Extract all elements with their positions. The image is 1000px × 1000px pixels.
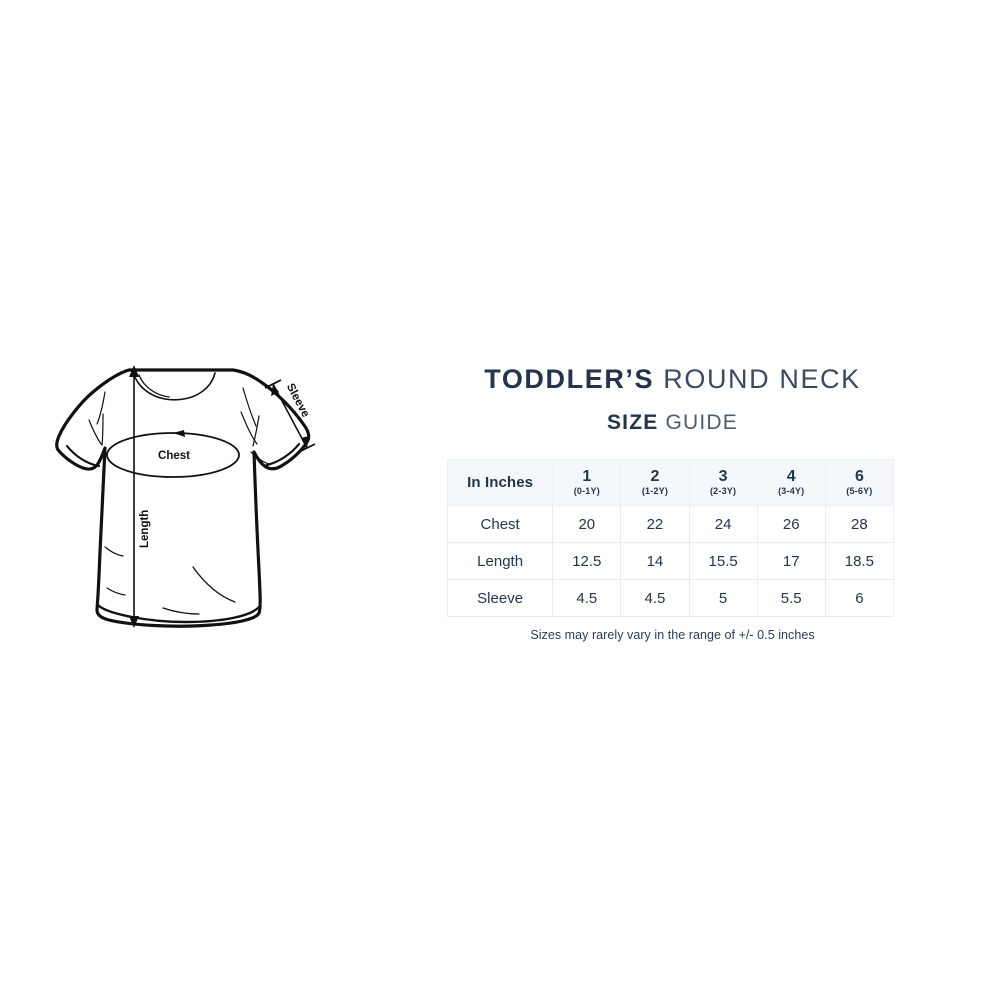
size-number: 3 bbox=[718, 468, 728, 485]
size-number: 2 bbox=[650, 468, 660, 485]
size-age: (1-2Y) bbox=[641, 486, 669, 496]
cell-length-3: 15.5 bbox=[688, 542, 758, 580]
chest-measure: Chest bbox=[106, 430, 240, 478]
cell-length-1: 12.5 bbox=[552, 542, 622, 580]
fold-right-4 bbox=[250, 451, 270, 465]
page-subtitle: SIZE GUIDE bbox=[440, 409, 905, 437]
cell-length-2: 14 bbox=[620, 542, 690, 580]
fold-body-3 bbox=[192, 566, 236, 603]
size-chart-body: Chest 20 22 24 26 28 Length 12.5 14 15.5… bbox=[446, 505, 895, 617]
sleeve-arrowhead-top bbox=[271, 384, 279, 396]
collar-inner-2 bbox=[138, 374, 170, 398]
cell-sleeve-2: 4.5 bbox=[620, 579, 690, 617]
cell-length-6: 18.5 bbox=[824, 542, 895, 580]
size-number: 1 bbox=[582, 468, 592, 485]
right-sleeve-hem bbox=[265, 442, 301, 467]
fold-right-2 bbox=[252, 415, 260, 447]
sleeve-arrowhead-bottom bbox=[301, 436, 309, 448]
shirt-outline bbox=[55, 368, 311, 628]
size-age: (0-1Y) bbox=[573, 486, 600, 496]
size-header-cell-1: 1 (0-1Y) bbox=[552, 459, 622, 506]
sleeve-line bbox=[272, 383, 308, 449]
size-number: 6 bbox=[854, 468, 864, 485]
left-sleeve-hem bbox=[65, 444, 101, 468]
fold-left-1 bbox=[96, 391, 106, 425]
cell-chest-3: 24 bbox=[688, 505, 758, 543]
t-shirt-measurement-diagram: Chest Length Sleeve bbox=[45, 352, 335, 642]
table-header-row: In Inches 1 (0-1Y) 2 (1-2Y) 3 (2-3Y) 4 (… bbox=[446, 459, 895, 506]
table-row: Sleeve 4.5 4.5 5 5.5 6 bbox=[446, 579, 895, 617]
size-header-cell-4: 4 (3-4Y) bbox=[756, 459, 826, 506]
cell-sleeve-6: 6 bbox=[824, 579, 895, 617]
cell-sleeve-4: 5.5 bbox=[756, 579, 826, 617]
fold-right-1 bbox=[242, 387, 257, 427]
fold-body-1 bbox=[104, 546, 124, 557]
fold-left-3 bbox=[101, 413, 104, 446]
size-header-cell-6: 6 (5-6Y) bbox=[824, 459, 895, 506]
fold-right-3 bbox=[240, 411, 258, 445]
fold-body-2 bbox=[106, 587, 126, 596]
size-age: (5-6Y) bbox=[846, 486, 873, 496]
size-age: (2-3Y) bbox=[709, 486, 737, 496]
fold-body-4 bbox=[162, 607, 200, 615]
row-label-sleeve: Sleeve bbox=[446, 579, 554, 617]
size-header-cell-3: 3 (2-3Y) bbox=[688, 459, 758, 506]
length-label: Length bbox=[139, 510, 151, 548]
cell-chest-6: 28 bbox=[824, 505, 895, 543]
page-title: TODDLER’S ROUND NECK bbox=[440, 362, 905, 396]
unit-header-cell: In Inches bbox=[446, 459, 554, 506]
size-chart-table: In Inches 1 (0-1Y) 2 (1-2Y) 3 (2-3Y) 4 (… bbox=[446, 459, 895, 617]
row-label-length: Length bbox=[446, 542, 554, 580]
size-age: (3-4Y) bbox=[778, 486, 805, 496]
row-label-chest: Chest bbox=[446, 505, 554, 543]
length-arrowhead-top bbox=[129, 365, 139, 377]
cell-length-4: 17 bbox=[756, 542, 826, 580]
table-row: Chest 20 22 24 26 28 bbox=[446, 505, 895, 543]
sleeve-measure: Sleeve bbox=[264, 379, 316, 453]
bottom-hem bbox=[95, 602, 261, 624]
length-measure: Length bbox=[129, 365, 154, 628]
length-arrowhead-bottom bbox=[129, 616, 139, 628]
chest-label: Chest bbox=[158, 450, 190, 462]
page-subtitle-light: GUIDE bbox=[665, 411, 739, 434]
chest-arrowhead bbox=[173, 430, 185, 437]
cell-sleeve-1: 4.5 bbox=[552, 579, 622, 617]
size-chart-header: In Inches 1 (0-1Y) 2 (1-2Y) 3 (2-3Y) 4 (… bbox=[446, 459, 895, 506]
size-variance-note: Sizes may rarely vary in the range of +/… bbox=[530, 628, 815, 642]
t-shirt-svg: Chest Length Sleeve bbox=[55, 365, 316, 628]
cell-chest-1: 20 bbox=[552, 505, 622, 543]
page-title-light: ROUND NECK bbox=[663, 364, 861, 394]
fold-left-2 bbox=[88, 419, 102, 445]
size-header-cell-2: 2 (1-2Y) bbox=[620, 459, 690, 506]
table-row: Length 12.5 14 15.5 17 18.5 bbox=[446, 542, 895, 580]
page-subtitle-bold: SIZE bbox=[606, 411, 659, 434]
cell-sleeve-3: 5 bbox=[688, 579, 758, 617]
page-title-bold: TODDLER’S bbox=[484, 364, 655, 394]
size-guide-panel: TODDLER’S ROUND NECK SIZE GUIDE In Inche… bbox=[440, 362, 905, 642]
cell-chest-2: 22 bbox=[620, 505, 690, 543]
size-number: 4 bbox=[786, 468, 796, 485]
collar-inner bbox=[132, 371, 216, 401]
cell-chest-4: 26 bbox=[756, 505, 826, 543]
